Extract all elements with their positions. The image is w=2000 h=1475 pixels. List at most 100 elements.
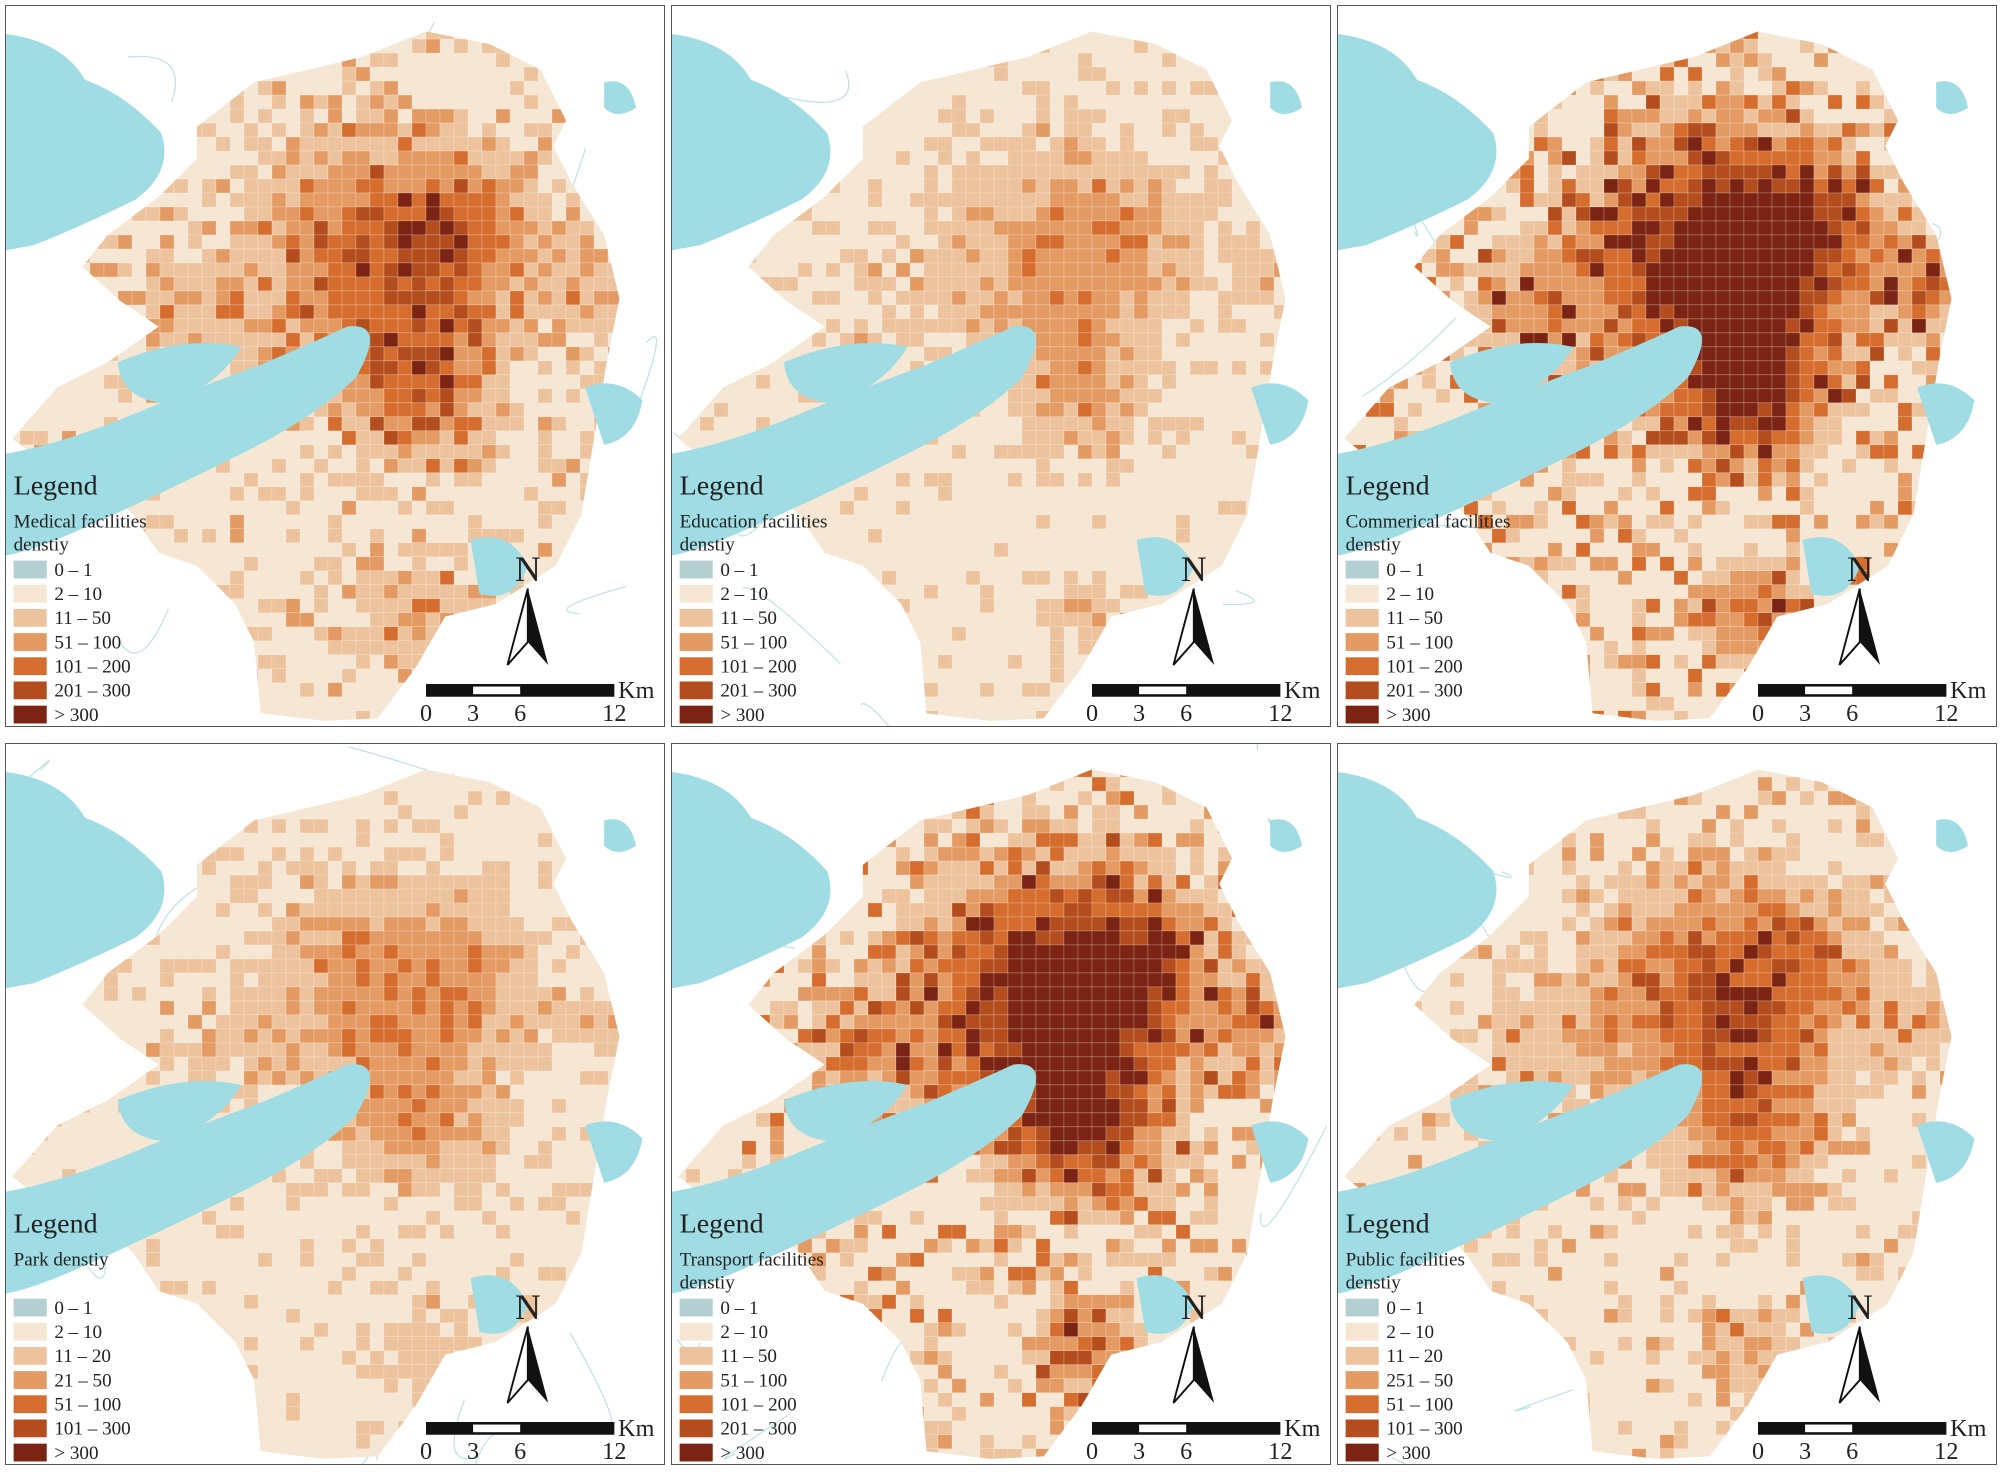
grid-cell — [783, 1014, 799, 1030]
grid-cell — [1772, 725, 1786, 727]
grid-cell — [825, 1406, 841, 1421]
grid-cell — [439, 832, 455, 848]
grid-cell — [159, 332, 175, 348]
grid-cell — [1077, 318, 1093, 334]
grid-cell — [607, 1294, 620, 1309]
grid-cell — [369, 640, 385, 655]
grid-cell — [285, 206, 301, 222]
grid-cell — [951, 902, 967, 918]
grid-cell — [75, 1098, 91, 1114]
grid-cell — [1133, 276, 1149, 292]
lake — [118, 342, 242, 403]
grid-cell — [1491, 234, 1507, 250]
grid-cell — [1063, 972, 1079, 988]
grid-cell — [1645, 276, 1661, 292]
grid-cell — [1007, 654, 1023, 669]
grid-cell — [383, 150, 399, 166]
grid-cell — [243, 1028, 259, 1044]
grid-cell — [1743, 276, 1759, 292]
grid-cell — [1757, 262, 1773, 278]
scale-bar-white — [1139, 686, 1187, 695]
grid-cell — [1302, 305, 1316, 319]
grid-cell — [495, 402, 511, 418]
grid-cell — [1393, 416, 1409, 432]
grid-cell — [579, 262, 595, 278]
grid-cell — [839, 888, 855, 904]
grid-cell — [1021, 374, 1037, 390]
grid-cell — [159, 262, 175, 278]
grid-cell — [1869, 290, 1885, 306]
grid-cell — [909, 276, 925, 292]
grid-cell — [509, 1112, 525, 1128]
grid-cell — [481, 416, 497, 432]
grid-cell — [1245, 290, 1261, 306]
grid-cell — [1701, 458, 1717, 474]
grid-cell — [243, 626, 259, 641]
grid-cell — [453, 874, 469, 890]
grid-cell — [411, 902, 427, 918]
grid-cell — [1687, 164, 1703, 180]
grid-cell — [1302, 487, 1316, 501]
grid-cell — [1463, 332, 1479, 348]
legend-title: Legend — [14, 1208, 98, 1239]
grid-cell — [341, 430, 357, 446]
grid-cell — [979, 192, 995, 208]
grid-cell — [439, 944, 455, 960]
grid-cell — [1589, 514, 1605, 530]
grid-cell — [1771, 514, 1787, 530]
grid-cell — [951, 958, 967, 974]
grid-cell — [867, 902, 883, 918]
grid-cell — [1813, 262, 1829, 278]
grid-cell — [1049, 1280, 1065, 1296]
grid-cell — [313, 1042, 329, 1058]
grid-cell — [131, 804, 147, 820]
grid-cell — [797, 206, 813, 222]
grid-cell — [369, 1168, 385, 1184]
waterway — [25, 759, 51, 782]
grid-cell — [397, 570, 413, 585]
grid-cell — [397, 1322, 413, 1337]
grid-cell — [1631, 640, 1647, 655]
grid-cell — [229, 94, 245, 110]
grid-cell — [979, 164, 995, 180]
legend-label: > 300 — [1386, 705, 1430, 726]
grid-cell — [1687, 262, 1703, 278]
grid-cell — [173, 276, 189, 292]
grid-cell — [369, 80, 385, 96]
grid-cell — [783, 1042, 799, 1058]
grid-cell — [993, 860, 1009, 876]
grid-cell — [397, 1028, 413, 1044]
grid-cell — [1869, 192, 1885, 208]
grid-cell — [923, 276, 939, 292]
grid-cell — [965, 234, 981, 250]
grid-cell — [467, 874, 483, 890]
grid-cell — [937, 874, 953, 890]
grid-cell — [1715, 346, 1731, 362]
grid-cell — [1729, 94, 1745, 110]
grid-cell — [1785, 94, 1801, 110]
grid-cell — [285, 1000, 301, 1016]
waterway — [782, 70, 850, 103]
grid-cell — [1203, 164, 1219, 180]
grid-cell — [453, 472, 469, 488]
grid-cell — [215, 290, 231, 306]
grid-cell — [355, 458, 371, 474]
grid-cell — [1519, 220, 1535, 236]
grid-cell — [201, 860, 217, 876]
grid-cell — [607, 1000, 620, 1016]
grid-cell — [1785, 598, 1801, 613]
grid-cell — [1855, 654, 1871, 669]
grid-cell — [923, 1042, 939, 1058]
grid-cell — [271, 234, 287, 250]
grid-cell — [551, 1000, 567, 1016]
grid-cell — [481, 178, 497, 194]
grid-cell — [495, 220, 511, 236]
grid-cell — [923, 192, 939, 208]
grid-cell — [229, 958, 245, 974]
grid-cell — [481, 930, 497, 946]
grid-cell — [607, 234, 620, 250]
grid-cell — [979, 776, 995, 792]
grid-cell — [215, 248, 231, 264]
grid-cell — [425, 500, 441, 516]
grid-cell — [1077, 122, 1093, 138]
